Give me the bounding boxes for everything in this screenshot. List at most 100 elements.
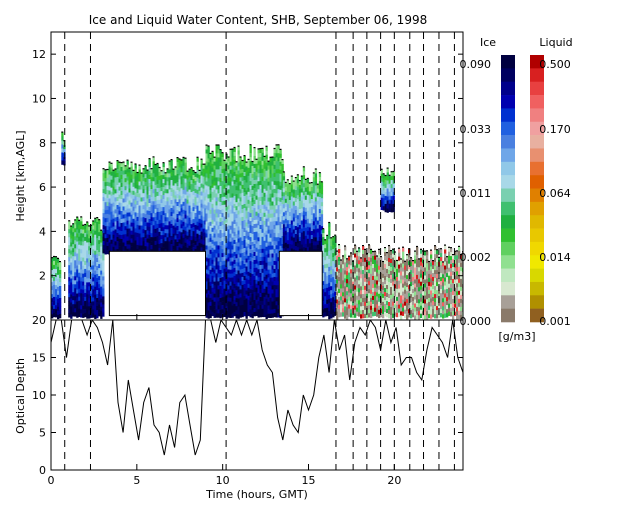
cloud-cell (318, 217, 322, 222)
cloud-cell (382, 277, 385, 283)
cloud-cell (76, 313, 79, 318)
cloud-cell (136, 188, 139, 194)
cloud-cell (68, 301, 71, 306)
cloud-cell (233, 203, 236, 209)
cloud-cell (237, 194, 240, 199)
cloud-cell (72, 284, 75, 289)
cloud-cell (267, 165, 270, 170)
cloud-cell (168, 221, 171, 226)
cloud-cell (239, 169, 242, 174)
cloud-cell (233, 219, 236, 225)
cloud-cell (209, 213, 212, 219)
cloud-cell (245, 310, 248, 315)
cloud-cell (88, 262, 91, 267)
cloud-cell (275, 225, 278, 230)
cloud-cell (202, 216, 205, 221)
cloud-cell (410, 306, 413, 311)
cloud-cell (166, 201, 169, 206)
cloud-cell (243, 280, 246, 285)
cloud-cell (225, 226, 228, 231)
cloud-cell (398, 264, 401, 269)
cloud-top-edge (450, 247, 452, 249)
cloud-cell (237, 290, 240, 295)
cloud-cell (302, 239, 306, 244)
cloud-cell (282, 192, 286, 197)
cloud-cell (324, 308, 327, 313)
cloud-cell (82, 237, 85, 242)
cloud-cell (170, 248, 173, 253)
cloud-cell (98, 260, 101, 265)
cloud-cell (76, 289, 79, 294)
cloud-cell (158, 235, 161, 241)
cloud-cell (394, 264, 397, 269)
cloud-cell (352, 289, 355, 294)
cloud-cell (140, 185, 143, 190)
cloud-cell (53, 284, 56, 290)
cloud-cell (221, 153, 224, 158)
cloud-cell (436, 282, 439, 287)
cloud-cell (414, 263, 417, 268)
cloud-cell (98, 224, 101, 229)
cloud-cell (282, 216, 286, 221)
cloud-cell (237, 314, 240, 319)
cloud-cell (328, 290, 331, 296)
cloud-cell (138, 209, 141, 214)
cloud-cell (243, 228, 246, 233)
cloud-top-edge (362, 245, 364, 247)
cloud-cell (282, 240, 286, 245)
cloud-cell (267, 277, 270, 282)
cloud-cell (426, 315, 429, 320)
cloud-cell (267, 205, 270, 210)
cloud-cell (70, 234, 73, 239)
cloud-top-edge (267, 160, 270, 162)
cloud-cell (263, 228, 266, 234)
cloud-cell (354, 273, 357, 278)
cloud-cell (104, 250, 107, 255)
cloud-cell (219, 246, 222, 251)
cloud-cell (229, 241, 232, 246)
cloud-cell (160, 227, 163, 232)
cloud-cell (402, 291, 405, 296)
cloud-cell (182, 213, 185, 219)
cloud-cell (184, 174, 187, 179)
cloud-cell (237, 182, 240, 187)
cloud-cell (271, 165, 274, 170)
cloud-cell (168, 233, 171, 238)
cloud-cell (144, 218, 147, 223)
cloud-cell (436, 278, 439, 283)
cloud-cell (245, 162, 248, 167)
cloud-cell (237, 206, 240, 211)
cloud-cell (281, 228, 284, 233)
cloud-cell (294, 198, 298, 203)
cloud-cell (134, 176, 137, 181)
cloud-cell (78, 256, 81, 261)
cloud-cell (190, 224, 193, 229)
cloud-cell (118, 194, 121, 199)
cloud-cell (90, 245, 93, 250)
cloud-cell (322, 297, 325, 302)
cloud-cell (296, 211, 300, 216)
cloud-cell (362, 254, 365, 259)
cloud-cell (219, 166, 222, 171)
cloud-cell (346, 263, 349, 268)
cloud-cell (310, 231, 314, 236)
cloud-cell (184, 246, 187, 251)
cloud-cell (354, 289, 357, 294)
cloud-cell (152, 209, 155, 214)
cloud-cell (358, 260, 361, 265)
cloud-cell (312, 225, 316, 230)
cloud-cell (78, 252, 81, 257)
cloud-cell (281, 172, 284, 177)
cloud-cell (396, 304, 399, 310)
cloud-cell (148, 179, 151, 184)
cloud-cell (229, 197, 232, 202)
cloud-cell (358, 308, 361, 313)
cloud-cell (454, 307, 457, 312)
cloud-cell (241, 220, 244, 226)
cloud-cell (308, 235, 312, 240)
cloud-cell (217, 201, 220, 206)
cloud-cell (100, 230, 103, 235)
cloud-cell (202, 212, 205, 217)
cloud-cell (251, 269, 254, 275)
cloud-cell (340, 260, 343, 265)
